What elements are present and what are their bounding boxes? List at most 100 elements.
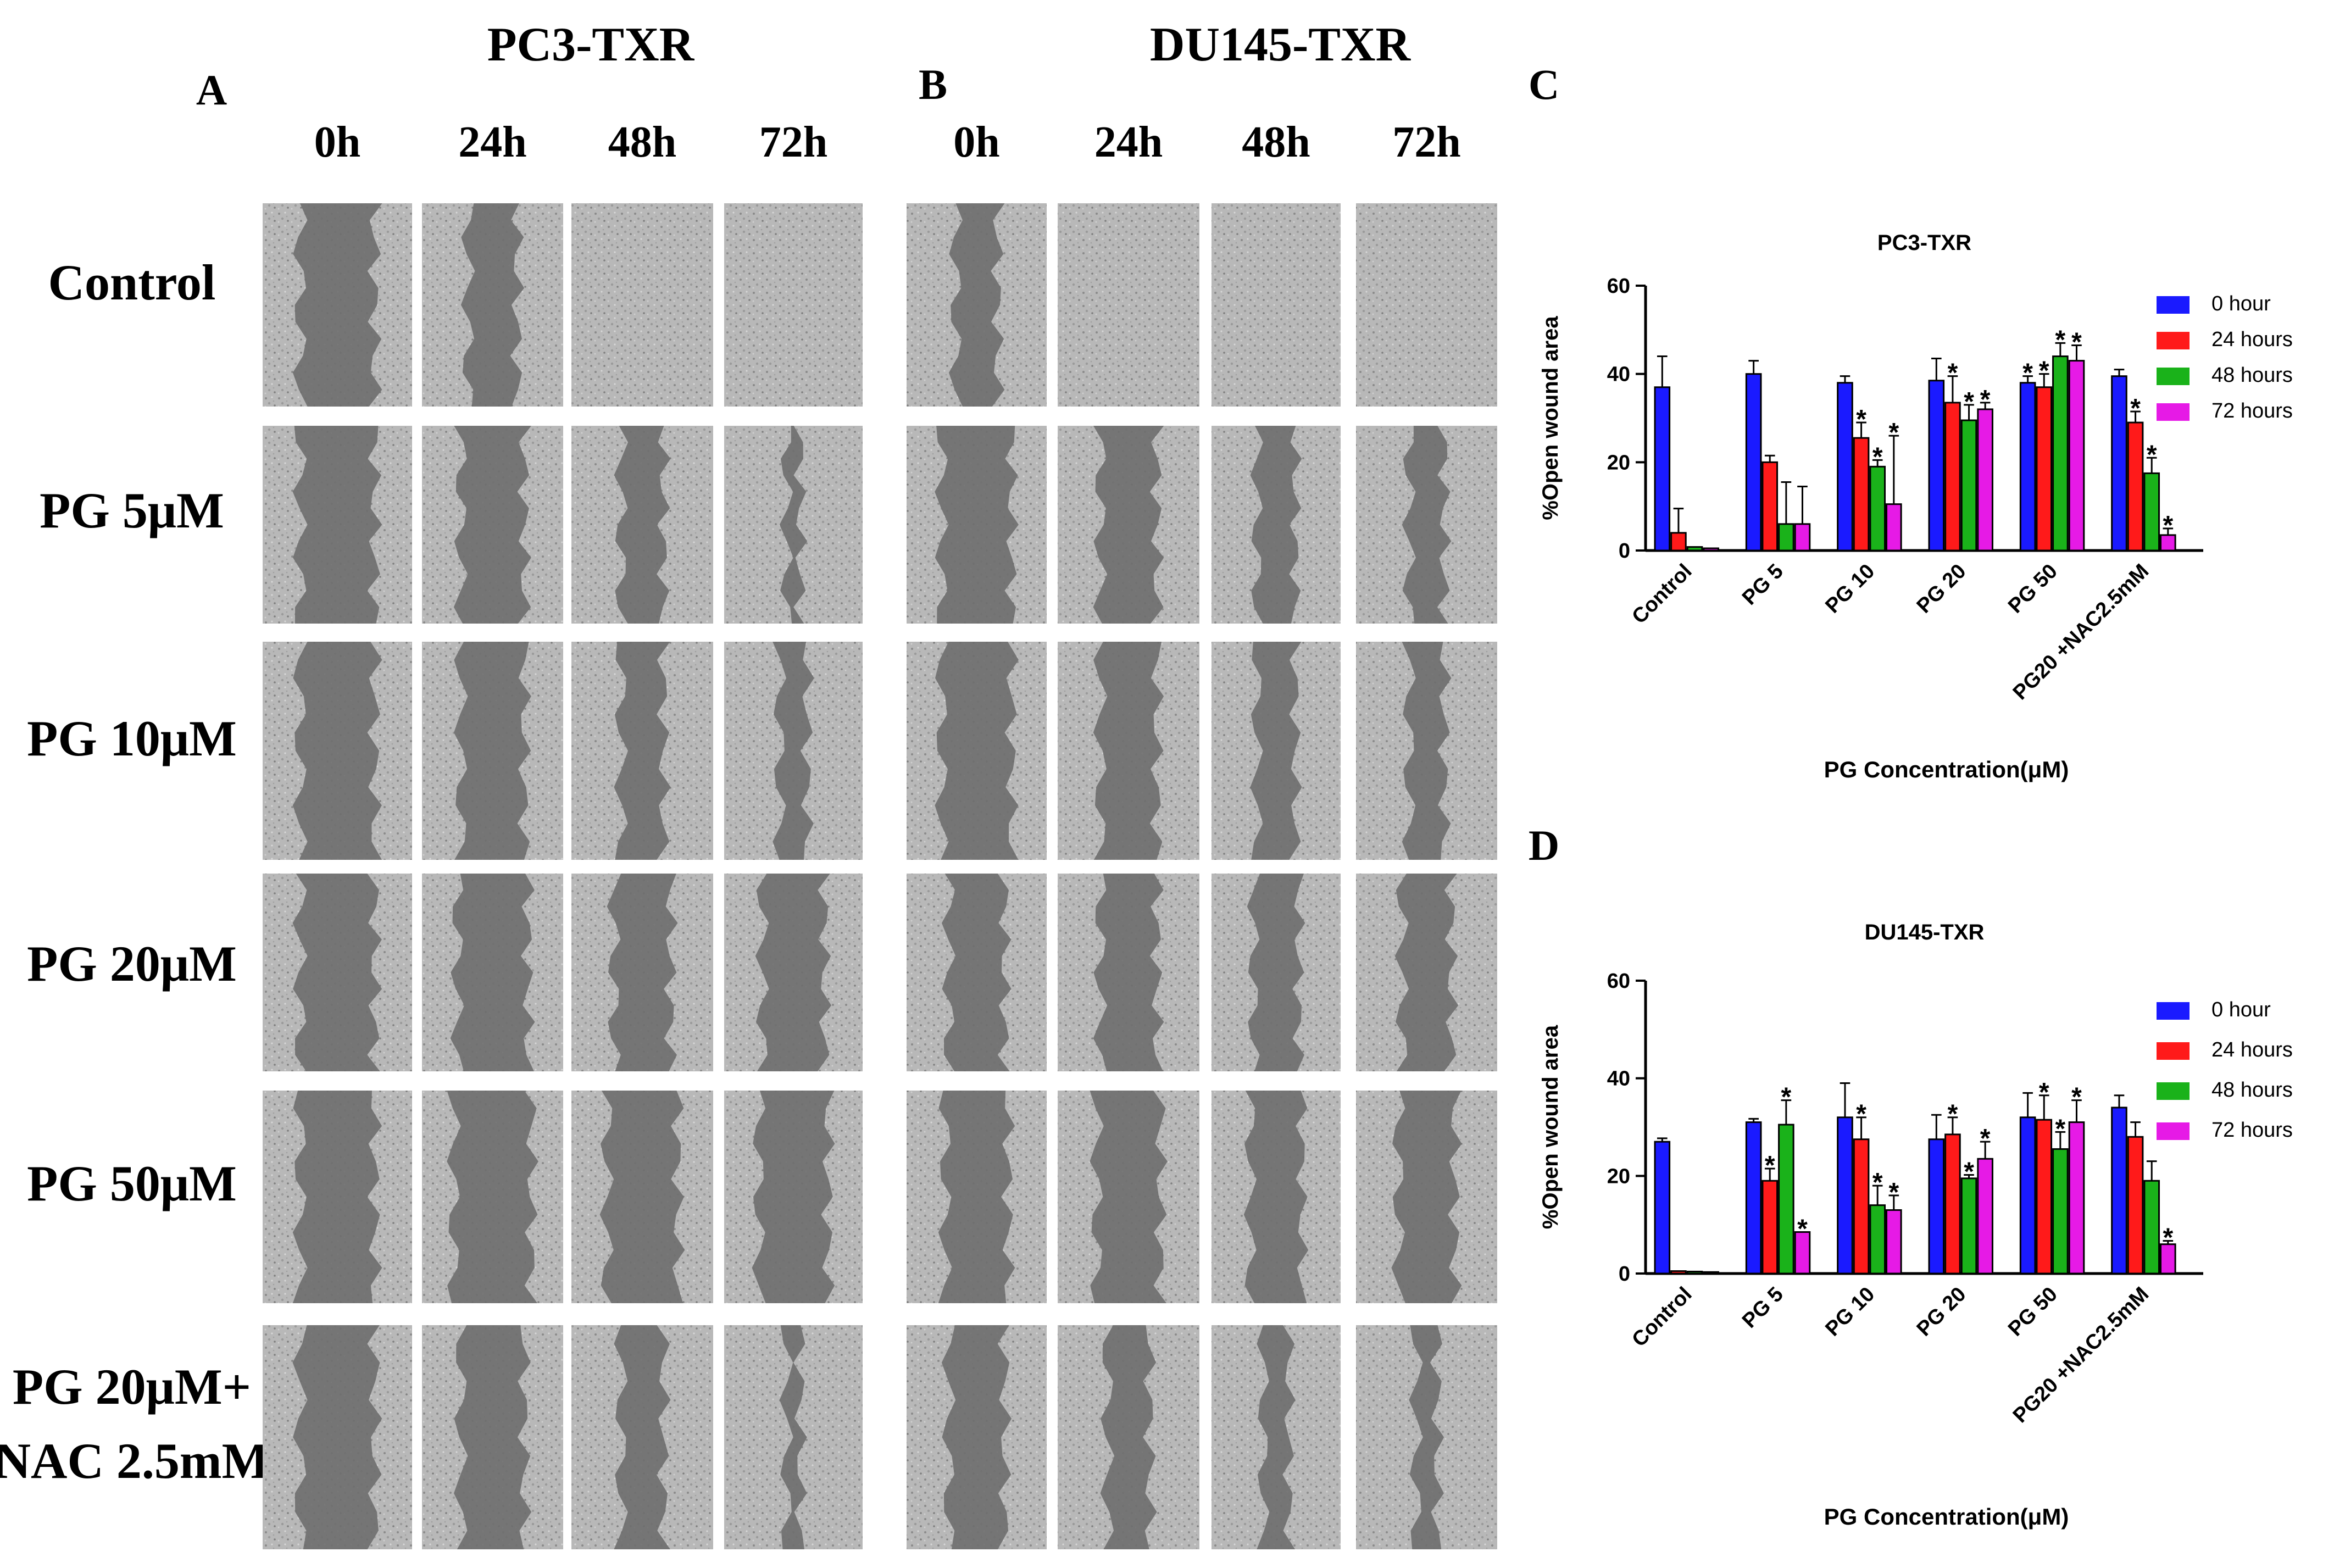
pc3-micrograph-r3-c3 xyxy=(724,874,863,1071)
legend-label-0: 0 hour xyxy=(2211,998,2271,1021)
du145-micrograph-r2-c3 xyxy=(1356,642,1497,860)
pc3-micrograph-r4-c0 xyxy=(263,1091,412,1303)
du145-micrograph-r2-c2 xyxy=(1212,642,1341,860)
x-tick-label-4: PG 50 xyxy=(2004,560,2062,618)
x-tick-label-4: PG 50 xyxy=(2004,1283,2062,1341)
bar-PG-50-48-hours xyxy=(2052,355,2069,552)
bar-PG-20-72-hours xyxy=(1977,1158,1993,1275)
pc3-micrograph-r1-c2 xyxy=(571,426,713,624)
legend-label-2: 48 hours xyxy=(2211,1078,2293,1102)
bar-PG-5-72-hours xyxy=(1794,523,1811,552)
du145-micrograph-r0-c3 xyxy=(1356,203,1497,407)
bar-Control-72-hours xyxy=(1703,1271,1719,1275)
bar-PG-20-24-hours xyxy=(1944,402,1961,552)
x-tick-label-1: PG 5 xyxy=(1738,560,1788,610)
pc3-micrograph-r0-c0 xyxy=(263,203,412,407)
legend-label-2: 48 hours xyxy=(2211,364,2293,387)
significance-star: * xyxy=(1765,1151,1775,1180)
du145-micrograph-r4-c2 xyxy=(1212,1091,1341,1303)
pc3-micrograph-r0-c2 xyxy=(571,203,713,407)
bar-PG-5-0-hour xyxy=(1745,1121,1762,1275)
treatment-label-2: PG 10μM xyxy=(27,710,237,766)
du145-micrograph-r5-c0 xyxy=(907,1325,1047,1549)
significance-star: * xyxy=(1856,405,1866,434)
du145-micrograph-r5-c2 xyxy=(1212,1325,1341,1549)
panel-label-d: D xyxy=(1529,821,1559,869)
significance-star: * xyxy=(1872,442,1883,471)
du145-micrograph-r4-c3 xyxy=(1356,1091,1497,1303)
bar-Control-24-hours xyxy=(1670,532,1687,552)
du145-time-label-24h: 24h xyxy=(1094,118,1163,166)
bar-Control-72-hours xyxy=(1703,547,1719,552)
x-tick-label-3: PG 20 xyxy=(1913,1283,1971,1341)
legend-swatch-0 xyxy=(2157,296,2190,314)
bar-PG-20-0-hour xyxy=(1928,380,1945,552)
significance-star: * xyxy=(1964,387,1974,416)
bar-PG-50-48-hours xyxy=(2052,1148,2069,1275)
time-labels: 0h 24h 48h 72h 0h 24h 48h 72h xyxy=(314,118,1461,166)
bar-Control-48-hours xyxy=(1686,546,1703,552)
x-tick-label-0: Control xyxy=(1627,560,1696,629)
bar-PG-5-24-hours xyxy=(1761,1180,1779,1275)
panel-label-b: B xyxy=(919,60,947,108)
du145-micrograph-r1-c1 xyxy=(1058,426,1199,624)
bar-Control-48-hours xyxy=(1686,1270,1703,1275)
bar-PG-20-72-hours xyxy=(1977,408,1993,552)
bar-PG-20-48-hours xyxy=(1960,419,1977,552)
chart-du145-txr: DU145-TXR %Open wound area 0 20 40 60 Control *… xyxy=(1538,920,2293,1530)
treatment-label-5: PG 20μM+ xyxy=(13,1359,251,1415)
y-axis-label: %Open wound area xyxy=(1538,316,1563,520)
chart-title: DU145-TXR xyxy=(1865,920,1985,944)
du145-micrograph-r0-c0 xyxy=(907,203,1047,407)
bar-PG-20-48-hours xyxy=(1960,1177,1977,1275)
pc3-micrograph-r3-c1 xyxy=(422,874,563,1071)
du145-micrograph-r5-c1 xyxy=(1058,1325,1199,1549)
significance-star: * xyxy=(2147,440,2157,469)
pc3-micrograph-r3-c2 xyxy=(571,874,713,1071)
bar-PG-10-24-hours xyxy=(1853,1138,1870,1275)
significance-star: * xyxy=(1872,1168,1883,1197)
du145-time-label-72h: 72h xyxy=(1392,118,1461,166)
pc3-micrograph-r1-c0 xyxy=(263,426,412,624)
legend-swatch-2 xyxy=(2157,368,2190,385)
y-axis-label: %Open wound area xyxy=(1538,1025,1563,1229)
pc3-micrograph-r1-c3 xyxy=(724,426,863,624)
du145-micrograph-r1-c0 xyxy=(907,426,1047,624)
x-tick-label-0: Control xyxy=(1627,1283,1696,1352)
y-tick-label: 40 xyxy=(1607,1067,1630,1091)
bar-PG-10-0-hour xyxy=(1837,382,1853,552)
du145-micrograph-r3-c2 xyxy=(1212,874,1341,1071)
y-tick-label: 20 xyxy=(1607,1165,1630,1188)
significance-star: * xyxy=(2130,394,2141,423)
significance-star: * xyxy=(2163,1223,2173,1252)
du145-micrograph-r1-c2 xyxy=(1212,426,1341,624)
du145-micrograph-r0-c2 xyxy=(1212,203,1341,407)
significance-star: * xyxy=(1781,1083,1792,1112)
pc3-micrograph-r5-c0 xyxy=(263,1325,412,1549)
significance-star: * xyxy=(2055,1114,2066,1143)
du145-micrograph-r1-c3 xyxy=(1356,426,1497,624)
pc3-micrograph-r2-c3 xyxy=(724,642,863,860)
legend-swatch-1 xyxy=(2157,332,2190,349)
significance-star: * xyxy=(1948,359,1958,388)
y-tick-label: 60 xyxy=(1607,970,1630,993)
pc3-micrograph-r5-c1 xyxy=(422,1325,563,1549)
y-tick-label: 60 xyxy=(1607,275,1630,298)
significance-star: * xyxy=(1888,1178,1899,1207)
bar-PG-50-0-hour xyxy=(2019,382,2036,552)
bar-PG20-+NAC2.5mM-48-hours xyxy=(2143,1180,2160,1275)
legend-label-1: 24 hours xyxy=(2211,328,2293,351)
pc3-micrograph-r2-c2 xyxy=(571,642,713,860)
bar-PG-10-48-hours xyxy=(1869,465,1886,552)
y-tick-label: 0 xyxy=(1619,540,1630,563)
significance-star: * xyxy=(1948,1100,1958,1129)
treatment-label-1: PG 5μM xyxy=(40,482,224,538)
y-tick-label: 0 xyxy=(1619,1263,1630,1286)
legend-label-3: 72 hours xyxy=(2211,1119,2293,1142)
legend-swatch-0 xyxy=(2157,1002,2190,1020)
bar-PG-50-0-hour xyxy=(2019,1116,2036,1275)
bar-PG20-+NAC2.5mM-24-hours xyxy=(2127,421,2144,552)
bar-PG20-+NAC2.5mM-24-hours xyxy=(2127,1136,2144,1275)
pc3-micrograph-r2-c1 xyxy=(422,642,563,860)
x-tick-label-1: PG 5 xyxy=(1738,1283,1788,1333)
